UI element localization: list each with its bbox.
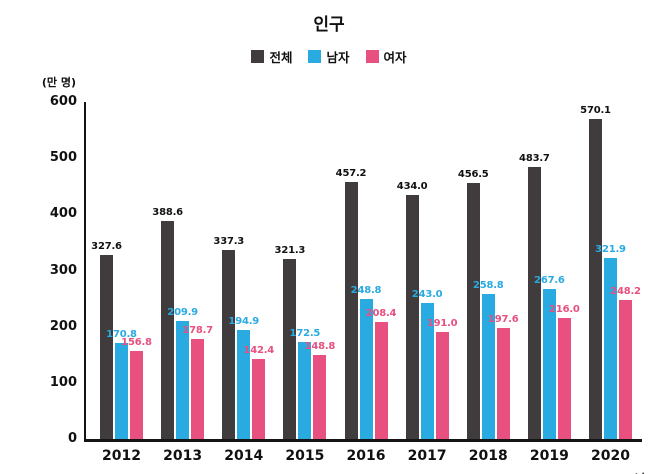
y-tick-label-500: 500 (49, 150, 77, 166)
bar-female-2013: 178.7 (182, 325, 213, 439)
bar-value-label-female-2015: 148.8 (304, 341, 336, 353)
legend-item-total: 전체 (251, 47, 292, 66)
x-tick-label-2017: 2017 (407, 448, 447, 464)
bar-value-label-total-2014: 337.3 (213, 235, 245, 247)
bar-total-2012: 327.6 (91, 241, 122, 439)
bar-value-label-female-2013: 178.7 (182, 324, 213, 336)
bar-female-2018: 197.6 (488, 314, 519, 439)
bar-group-2015: 321.3 172.5 148.8 2015 (275, 102, 336, 464)
bar-value-label-male-2015: 172.5 (289, 328, 321, 340)
bar-value-label-female-2016: 208.4 (365, 307, 397, 319)
y-axis-unit-label: (만 명) (41, 76, 76, 89)
bar-group-2013: 388.6 209.9 178.7 2013 (152, 102, 213, 464)
bar-male-2013: 209.9 (167, 307, 198, 439)
x-tick-label-2018: 2018 (468, 448, 508, 464)
legend-label-male: 남자 (326, 50, 350, 65)
bar-male-2019: 267.6 (534, 275, 565, 439)
bar-value-label-total-2018: 456.5 (457, 168, 489, 180)
bar-value-label-total-2015: 321.3 (274, 244, 306, 256)
bar-female-2020: 248.2 (610, 286, 641, 439)
x-tick-label-2014: 2014 (224, 448, 264, 464)
legend-item-female: 여자 (365, 47, 407, 66)
bar-group-2019: 483.7 267.6 216.0 2019 (519, 102, 580, 464)
x-tick-label-2019: 2019 (529, 448, 569, 464)
bar-value-label-total-2012: 327.6 (91, 241, 122, 252)
bar-value-label-total-2019: 483.7 (519, 153, 550, 165)
bar-female-2016: 208.4 (366, 308, 397, 439)
bar-group-2017: 434.0 243.0 191.0 2017 (397, 102, 458, 464)
bar-value-label-female-2020: 248.2 (610, 285, 641, 297)
bar-value-label-female-2014: 142.4 (243, 345, 275, 357)
bar-total-2018: 456.5 (458, 169, 489, 439)
x-tick-label-2016: 2016 (346, 448, 386, 464)
bar-male-2012: 170.8 (106, 329, 137, 439)
bar-value-label-male-2013: 209.9 (167, 307, 198, 319)
bar-value-label-male-2016: 248.8 (350, 285, 382, 297)
bar-female-2019: 216.0 (549, 304, 580, 439)
bar-male-2017: 243.0 (412, 289, 443, 439)
x-tick-label-2013: 2013 (163, 448, 203, 464)
bar-total-2014: 337.3 (213, 236, 244, 439)
bar-value-label-male-2018: 258.8 (472, 279, 504, 291)
legend-label-total: 전체 (269, 50, 293, 65)
bar-group-2014: 337.3 194.9 142.4 2014 (213, 102, 274, 464)
y-tick-label-600: 600 (49, 94, 77, 109)
legend: 전체 남자 여자 (0, 47, 658, 66)
y-tick-label-300: 300 (49, 262, 77, 278)
bar-total-2016: 457.2 (336, 168, 367, 439)
bar-value-label-female-2012: 156.8 (121, 336, 152, 348)
bar-male-2018: 258.8 (473, 280, 504, 439)
bar-value-label-female-2017: 191.0 (426, 317, 458, 329)
bar-total-2013: 388.6 (152, 207, 183, 439)
bar-value-label-total-2013: 388.6 (152, 206, 183, 218)
bar-value-label-female-2019: 216.0 (549, 303, 580, 315)
bar-male-2015: 172.5 (290, 328, 320, 439)
bar-male-2020: 321.9 (595, 244, 626, 439)
axes: 0 100 200 300 400 500 600 327.6 170.8 156.8 2012 38… (50, 94, 642, 464)
bar-value-label-total-2020: 570.1 (580, 104, 611, 116)
y-tick-label-400: 400 (49, 206, 77, 222)
x-tick-label-2012: 2012 (102, 448, 141, 464)
bar-value-label-female-2018: 197.6 (487, 314, 519, 326)
bar-value-label-male-2014: 194.9 (228, 315, 260, 327)
bar-female-2012: 156.8 (121, 337, 152, 439)
legend-label-female: 여자 (383, 50, 407, 65)
bar-male-2016: 248.8 (351, 285, 382, 439)
bar-value-label-male-2020: 321.9 (595, 244, 626, 256)
y-tick-label-200: 200 (49, 318, 77, 334)
bar-value-label-total-2016: 457.2 (335, 168, 367, 180)
y-tick-label-100: 100 (49, 374, 77, 390)
bar-total-2017: 434.0 (397, 181, 428, 439)
x-axis-unit-label: (년) (630, 470, 650, 474)
bar-female-2017: 191.0 (427, 318, 458, 439)
x-tick-label-2020: 2020 (591, 448, 630, 464)
bar-value-label-male-2017: 243.0 (411, 288, 443, 300)
bar-total-2019: 483.7 (519, 153, 550, 439)
bar-value-label-male-2019: 267.6 (534, 274, 565, 286)
bar-group-2016: 457.2 248.8 208.4 2016 (336, 102, 397, 464)
bar-group-2012: 327.6 170.8 156.8 2012 (91, 102, 152, 464)
legend-swatch-female (365, 50, 379, 63)
bar-group-2020: 570.1 321.9 248.2 2020 (580, 102, 641, 464)
bar-female-2015: 148.8 (305, 341, 335, 439)
legend-item-male: 남자 (308, 47, 350, 66)
x-tick-label-2015: 2015 (285, 448, 325, 464)
bar-value-label-male-2012: 170.8 (106, 329, 137, 341)
bar-value-label-total-2017: 434.0 (396, 181, 428, 193)
legend-swatch-male (308, 50, 322, 63)
bar-male-2014: 194.9 (228, 316, 259, 439)
bar-total-2015: 321.3 (275, 245, 305, 439)
legend-swatch-total (251, 50, 265, 63)
bar-female-2014: 142.4 (243, 345, 274, 439)
plot-area: (만 명) 0 100 200 300 400 500 600 327.6 170.8 156.8… (42, 76, 650, 474)
y-tick-label-0: 0 (67, 431, 77, 446)
chart-title: 인구 (313, 15, 345, 35)
bar-group-2018: 456.5 258.8 197.6 2018 (458, 102, 519, 464)
bar-total-2020: 570.1 (580, 105, 611, 439)
